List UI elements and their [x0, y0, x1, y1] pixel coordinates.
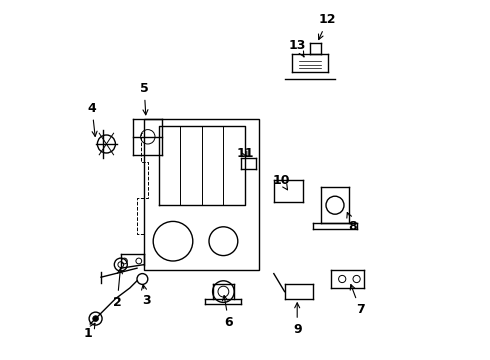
Text: 10: 10	[272, 174, 290, 190]
Text: 6: 6	[222, 296, 233, 329]
Text: 5: 5	[140, 82, 148, 115]
Text: 12: 12	[318, 13, 337, 40]
Circle shape	[93, 316, 98, 321]
Text: 13: 13	[289, 39, 306, 57]
Text: 7: 7	[350, 284, 365, 316]
Text: 11: 11	[236, 147, 254, 159]
Text: 4: 4	[88, 102, 97, 136]
Text: 3: 3	[142, 285, 150, 307]
Text: 8: 8	[347, 212, 357, 233]
Text: 9: 9	[293, 303, 301, 336]
Text: 2: 2	[113, 269, 122, 309]
Bar	[144, 119, 259, 270]
Text: 1: 1	[84, 323, 95, 340]
